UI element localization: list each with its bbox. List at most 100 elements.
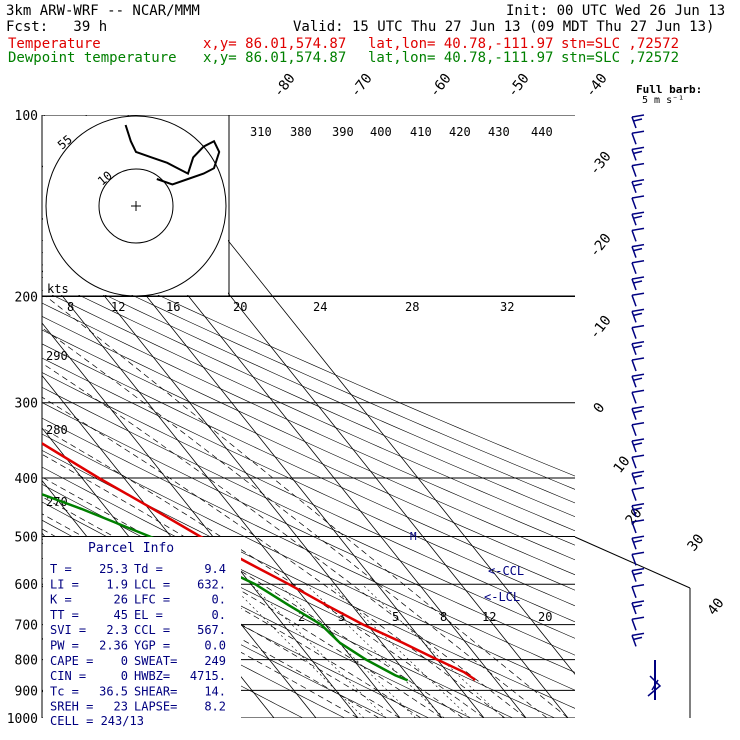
wind-barb: [633, 183, 643, 187]
wind-barb: [631, 260, 645, 264]
pressure-tick-label: 1000: [7, 712, 38, 727]
wind-barb: [631, 584, 645, 588]
wind-barb: [631, 567, 645, 572]
wind-barb: [631, 570, 637, 582]
wind-barb: [631, 424, 637, 437]
parcel-info-value: 0.: [212, 593, 226, 607]
wind-barb: [631, 521, 637, 534]
wind-barb: [631, 456, 637, 469]
dry-adiabat-line: [42, 386, 575, 639]
theta-label: 400: [370, 125, 392, 139]
moist-adiabat-line: [42, 327, 548, 718]
mixing-ratio-line: [361, 583, 505, 718]
dewp-xy: x,y= 86.01,574.87: [203, 50, 347, 66]
wind-barb: [633, 442, 643, 446]
parcel-info-value: 4715.: [190, 669, 226, 683]
parcel-info-value: 45: [114, 608, 128, 622]
wind-barb: [631, 473, 637, 485]
isotherm-label: 20: [623, 505, 646, 528]
parcel-info-label: LI =: [50, 577, 79, 591]
parcel-info-value: 0: [121, 654, 128, 668]
wind-barb: [631, 262, 637, 275]
wind-barb: [633, 409, 643, 414]
wind-barb: [631, 438, 645, 442]
moist-adiabat-line: [42, 496, 422, 718]
init-time: Init: 00 UTC Wed 26 Jun 13: [506, 3, 726, 19]
wind-barb: [631, 635, 637, 647]
parcel-info-label: Td =: [134, 562, 163, 576]
mixing-ratio-line: [250, 583, 387, 718]
dry-adiabat-line: [42, 433, 575, 691]
wind-barb: [631, 324, 645, 329]
wind-barb: [631, 554, 637, 566]
parcel-info-label: HWBZ=: [134, 669, 170, 683]
isotherm-label: -60: [427, 71, 455, 101]
dry-adiabat-line: [42, 289, 575, 532]
dry-adiabat-line: [42, 357, 575, 607]
mixing-ratio-label: 5: [392, 610, 399, 624]
pressure-tick-label: 600: [15, 578, 38, 593]
mixing-ratio-label: 3: [338, 610, 345, 624]
wind-barb: [633, 539, 643, 543]
parcel-info-label: SWEAT=: [134, 654, 177, 668]
wind-barb: [631, 211, 645, 215]
wind-barb: [633, 280, 643, 284]
wind-barb: [631, 230, 637, 242]
mixing-ratio-line: [278, 583, 416, 718]
wind-speed-label: 28: [405, 300, 419, 314]
wind-barb: [633, 118, 643, 122]
hodograph-trace: [124, 124, 221, 186]
isotherm-label: -40: [583, 71, 611, 101]
wind-barb: [631, 276, 645, 280]
wind-barb: [631, 405, 645, 410]
wind-barb: [631, 181, 637, 194]
dry-adiabat-line: [42, 450, 575, 709]
parcel-info-label: K =: [50, 593, 72, 607]
dry-adiabat-line: [42, 252, 575, 490]
dewp-latlon: lat,lon= 40.78,-111.97: [368, 50, 554, 66]
parcel-info-value: 567.: [197, 623, 226, 637]
wind-barb: [631, 311, 637, 323]
wind-barb: [631, 146, 645, 151]
theta-label: 410: [410, 125, 432, 139]
parcel-info-value: 1.9: [106, 577, 128, 591]
wind-barb: [631, 470, 645, 475]
wind-barb: [631, 357, 645, 361]
parcel-info-value: 23: [114, 700, 128, 714]
pressure-tick-label: 800: [15, 654, 38, 669]
forecast-hour: Fcst: 39 h: [6, 19, 108, 35]
pressure-tick-label: 300: [15, 397, 38, 412]
wind-barb: [631, 373, 645, 377]
wind-barb: [631, 308, 645, 313]
barb-legend-value: 5 m s⁻¹: [642, 95, 684, 106]
barb-legend-title: Full barb:: [636, 83, 702, 96]
dry-adiabat-line: [42, 343, 575, 591]
wind-speed-label: 16: [166, 300, 180, 314]
wind-barb: [631, 602, 637, 615]
theta-label: 420: [449, 125, 471, 139]
parcel-info-label: CCL =: [134, 623, 170, 637]
kts-label: kts: [47, 282, 69, 296]
isotherm-label: 10: [611, 453, 634, 476]
parcel-info-label: CIN =: [50, 669, 86, 683]
wind-barb: [631, 600, 645, 604]
wind-speed-label: 20: [233, 300, 247, 314]
wind-barb: [631, 341, 645, 345]
wind-barb: [633, 215, 643, 219]
isotherm-line: [42, 269, 401, 718]
parcel-info-value: 2.36: [99, 639, 128, 653]
wind-barb: [631, 389, 645, 394]
wind-speed-label: 8: [67, 300, 74, 314]
mixing-ratio-line: [329, 583, 471, 718]
pressure-tick-label: 900: [15, 684, 38, 699]
wind-barb: [631, 618, 637, 631]
dry-adiabat-line: [42, 264, 575, 504]
wind-barb: [631, 195, 645, 199]
theta-label: 440: [531, 125, 553, 139]
moist-adiabat-line: [45, 296, 569, 718]
m-marker: M: [410, 530, 417, 543]
dry-adiabat-line: [42, 372, 575, 623]
temp-latlon: lat,lon= 40.78,-111.97: [368, 36, 554, 52]
wind-barb: [631, 213, 637, 226]
dewp-station: stn=SLC ,72572: [561, 50, 680, 66]
